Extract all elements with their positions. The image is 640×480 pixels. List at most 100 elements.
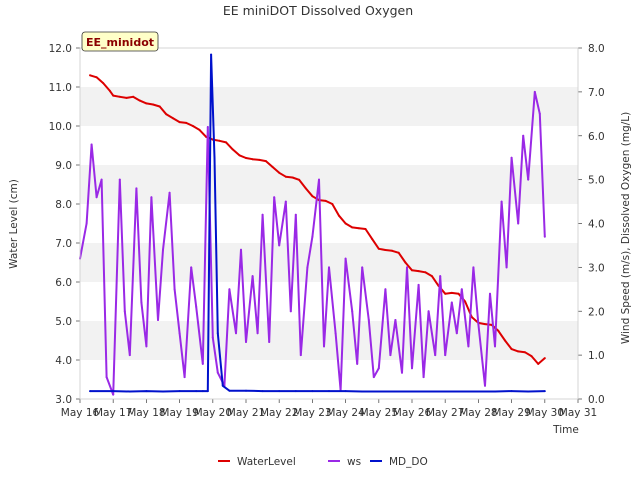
- data-point-WaterLevel: [371, 238, 374, 241]
- data-point-ws: [510, 156, 513, 159]
- data-point-WaterLevel: [264, 160, 267, 163]
- data-point-WaterLevel: [484, 323, 486, 326]
- data-point-WaterLevel: [185, 121, 188, 124]
- data-point-ws: [216, 371, 219, 374]
- data-point-ws: [85, 222, 88, 225]
- data-point-WaterLevel: [238, 154, 241, 157]
- right-tick-label: 7.0: [588, 87, 605, 99]
- data-point-WaterLevel: [411, 269, 413, 272]
- data-point-ws: [484, 384, 486, 387]
- left-tick-label: 12.0: [49, 43, 72, 55]
- data-point-ws: [190, 266, 193, 269]
- data-point-MD_DO: [427, 390, 430, 393]
- data-point-MD_DO: [361, 390, 364, 393]
- data-point-WaterLevel: [138, 99, 141, 102]
- data-point-ws: [394, 319, 397, 321]
- right-tick-label: 2.0: [588, 306, 605, 318]
- data-point-ws: [505, 266, 508, 269]
- data-point-MD_DO: [510, 390, 513, 393]
- data-point-WaterLevel: [245, 157, 247, 159]
- left-tick-label: 11.0: [49, 82, 72, 94]
- data-point-ws: [389, 354, 392, 357]
- right-tick-label: 8.0: [588, 43, 605, 55]
- data-point-MD_DO: [411, 390, 413, 393]
- data-point-WaterLevel: [258, 158, 261, 161]
- x-tick-label: May 23: [293, 407, 331, 419]
- data-point-WaterLevel: [108, 89, 111, 92]
- data-point-ws: [105, 376, 108, 379]
- data-point-WaterLevel: [537, 362, 540, 365]
- data-point-WaterLevel: [218, 139, 221, 142]
- legend-item: WaterLevel: [218, 456, 296, 468]
- data-point-ws: [450, 301, 453, 304]
- data-point-WaterLevel: [291, 176, 294, 179]
- data-point-WaterLevel: [112, 94, 115, 97]
- data-point-WaterLevel: [364, 228, 367, 230]
- data-point-ws: [145, 345, 148, 348]
- data-point-MD_DO: [216, 332, 219, 335]
- data-point-MD_DO: [206, 390, 209, 393]
- data-point-WaterLevel: [132, 95, 135, 98]
- data-point-ws: [168, 191, 171, 194]
- data-point-MD_DO: [213, 156, 216, 159]
- data-point-ws: [328, 266, 330, 269]
- data-point-ws: [284, 200, 287, 203]
- data-point-WaterLevel: [517, 350, 520, 353]
- data-point-WaterLevel: [311, 195, 314, 198]
- data-point-ws: [427, 310, 430, 313]
- data-point-MD_DO: [178, 390, 181, 393]
- data-point-ws: [294, 213, 297, 216]
- data-point-MD_DO: [128, 390, 131, 393]
- x-tick-label: May 25: [360, 407, 398, 419]
- legend-item: ws: [328, 456, 361, 468]
- left-tick-label: 10.0: [49, 121, 72, 133]
- left-axis-label: Water Level (cm): [8, 179, 20, 269]
- data-point-MD_DO: [162, 390, 164, 393]
- data-point-WaterLevel: [397, 251, 400, 254]
- data-point-WaterLevel: [457, 292, 460, 295]
- data-point-MD_DO: [210, 53, 213, 56]
- x-tick-label: May 16: [61, 407, 100, 419]
- data-point-ws: [377, 367, 380, 370]
- data-point-ws: [162, 248, 164, 251]
- left-tick-label: 3.0: [55, 394, 72, 406]
- data-point-MD_DO: [477, 390, 480, 393]
- data-point-MD_DO: [228, 389, 231, 392]
- data-point-ws: [543, 235, 546, 238]
- right-tick-label: 5.0: [588, 175, 605, 187]
- data-point-MD_DO: [394, 390, 397, 393]
- data-point-ws: [439, 275, 442, 278]
- data-point-WaterLevel: [377, 247, 380, 250]
- data-point-WaterLevel: [172, 117, 174, 120]
- data-point-ws: [245, 341, 247, 343]
- data-point-WaterLevel: [464, 300, 467, 303]
- data-point-WaterLevel: [278, 171, 281, 174]
- x-tick-label: May 29: [492, 407, 530, 419]
- data-point-ws: [517, 222, 520, 225]
- x-tick-label: May 19: [160, 407, 198, 419]
- x-tick-label: May 30: [526, 407, 564, 419]
- data-point-WaterLevel: [444, 292, 447, 295]
- grid-band: [80, 48, 578, 87]
- data-point-ws: [367, 319, 370, 321]
- data-point-MD_DO: [112, 390, 115, 393]
- data-point-ws: [411, 367, 413, 370]
- data-point-ws: [538, 112, 541, 115]
- right-tick-label: 6.0: [588, 131, 605, 143]
- data-point-WaterLevel: [125, 96, 128, 99]
- data-point-ws: [422, 376, 425, 379]
- data-point-ws: [278, 244, 281, 247]
- data-point-MD_DO: [311, 390, 314, 393]
- data-point-WaterLevel: [404, 261, 407, 264]
- badge-label: EE_minidot: [86, 36, 154, 49]
- data-point-WaterLevel: [225, 141, 228, 144]
- x-tick-label: May 17: [94, 407, 132, 419]
- right-tick-label: 0.0: [588, 394, 605, 406]
- legend-label: MD_DO: [389, 456, 428, 468]
- legend-label: WaterLevel: [237, 456, 296, 468]
- chart-title: EE miniDOT Dissolved Oxygen: [223, 3, 413, 18]
- data-point-ws: [178, 332, 181, 335]
- data-point-ws: [489, 292, 491, 295]
